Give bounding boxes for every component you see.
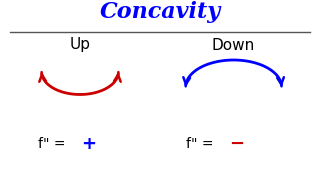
Text: −: − [229,135,244,153]
Text: f" =: f" = [38,137,70,151]
Text: Down: Down [212,37,255,53]
Text: f" =: f" = [186,137,218,151]
Text: Up: Up [69,37,91,53]
Text: +: + [82,135,97,153]
Text: Concavity: Concavity [100,1,220,23]
